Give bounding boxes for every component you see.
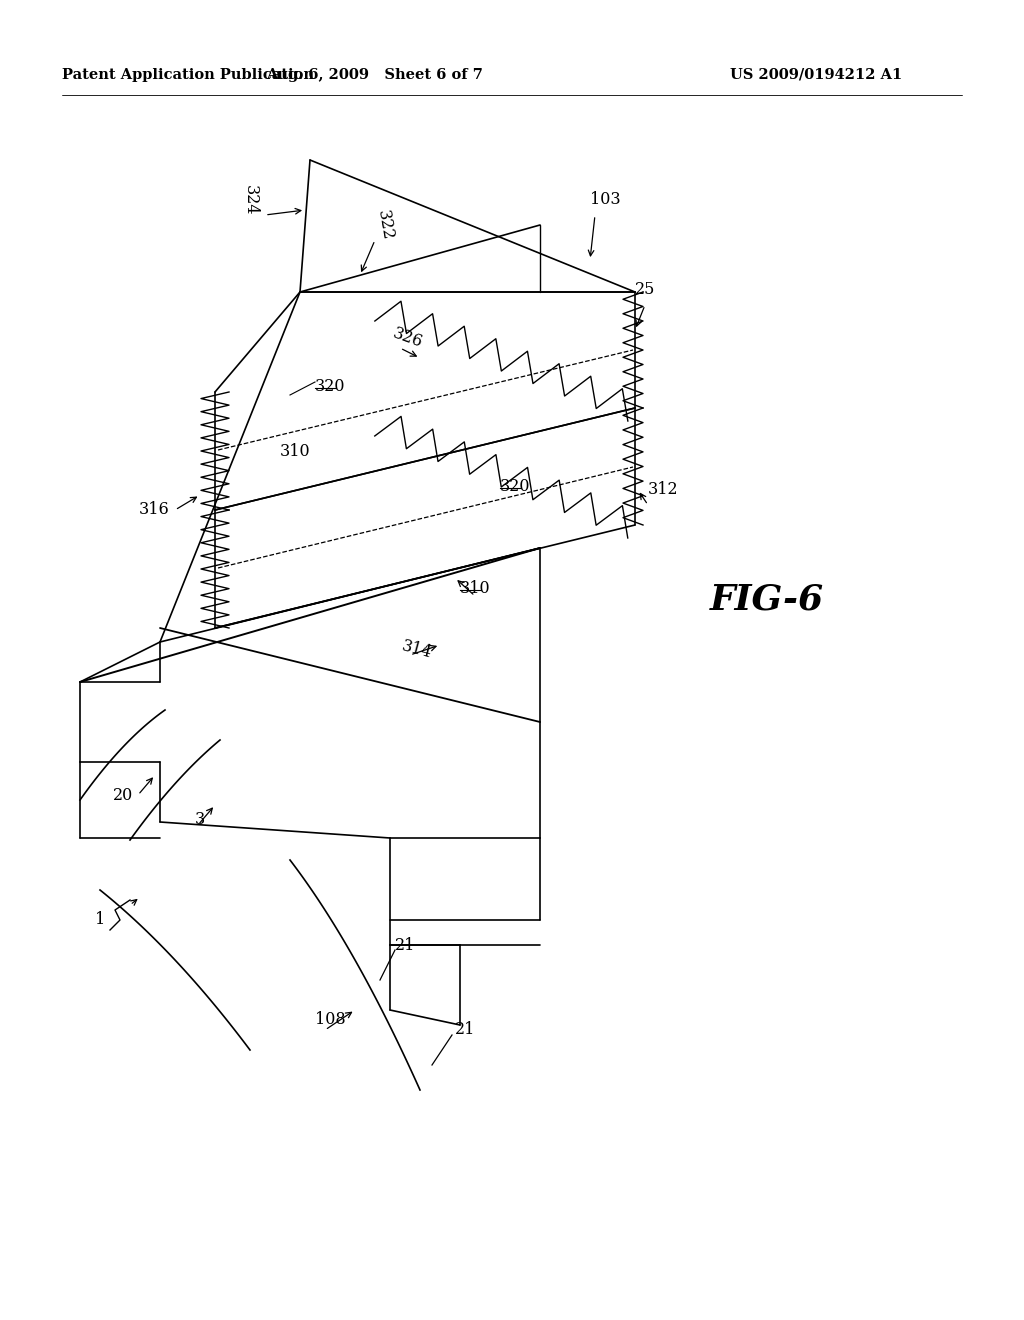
Text: 21: 21 [395,936,416,953]
Text: 1: 1 [95,912,105,928]
Text: 310: 310 [460,579,490,597]
Text: 314: 314 [400,638,434,663]
Text: 322: 322 [374,209,396,242]
Text: 324: 324 [242,185,258,215]
Text: Aug. 6, 2009   Sheet 6 of 7: Aug. 6, 2009 Sheet 6 of 7 [266,69,483,82]
Text: 20: 20 [113,787,133,804]
Text: US 2009/0194212 A1: US 2009/0194212 A1 [730,69,902,82]
Text: 312: 312 [648,482,679,499]
Text: 108: 108 [315,1011,346,1028]
Text: 25: 25 [635,281,655,298]
Text: FIG-6: FIG-6 [710,583,824,616]
Text: 310: 310 [280,444,310,461]
Text: 326: 326 [390,325,425,351]
Text: 320: 320 [315,378,345,395]
Text: 316: 316 [139,502,170,519]
Text: 21: 21 [455,1022,475,1039]
Text: 3: 3 [195,812,205,829]
Text: Patent Application Publication: Patent Application Publication [62,69,314,82]
Text: 320: 320 [500,478,530,495]
Text: 103: 103 [590,191,621,209]
